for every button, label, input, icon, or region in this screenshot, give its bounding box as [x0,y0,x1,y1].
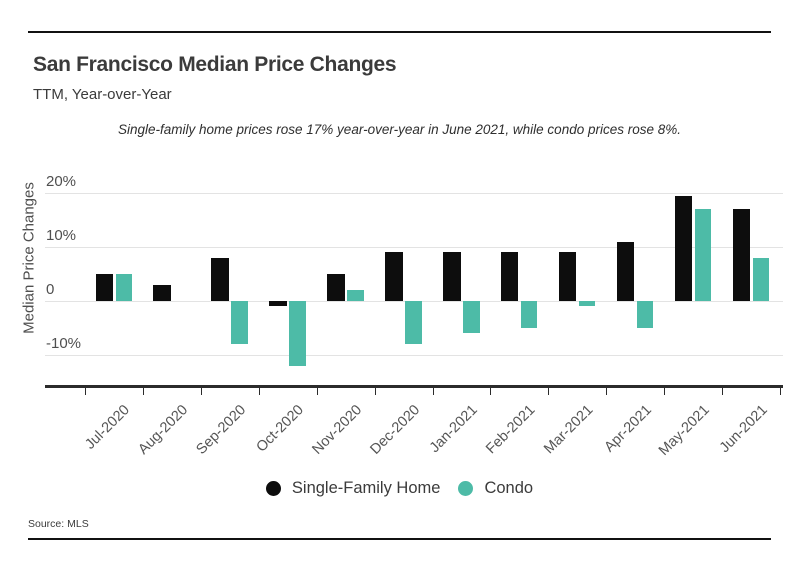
x-tick-label: Jan-2021 [409,401,481,456]
bar-condo [115,274,132,301]
bar-single-family-home [153,284,171,301]
bar-single-family-home [211,257,229,301]
x-tick [548,388,550,395]
bottom-divider [28,538,771,540]
single-family-home-swatch-icon [265,481,281,496]
bar-single-family-home [443,252,461,301]
condo-swatch-icon [458,481,474,496]
x-tick-label-text: Jun-2021 [716,402,771,457]
x-tick-label: Apr-2021 [584,401,654,455]
x-tick-label: Nov-2020 [291,401,365,458]
x-tick [374,388,376,395]
x-tick-label: Jun-2021 [699,401,770,456]
x-tick [432,388,434,395]
chart-subtitle: TTM, Year-over-Year [33,86,172,103]
x-tick-label: Mar-2021 [523,401,596,457]
legend-item-single-family-home: Single-Family Home [265,479,441,498]
gridline [45,355,783,356]
x-tick [606,388,608,395]
bar-single-family-home [385,252,403,301]
x-tick [490,388,492,395]
bar-condo [636,301,654,328]
bar-condo [405,301,422,345]
bar-condo [463,301,480,334]
y-tick-label: 20% [46,173,77,190]
x-tick [780,388,782,395]
x-tick-label: Jul-2020 [66,401,134,453]
x-tick-label: Aug-2020 [117,401,191,458]
bar-condo [694,209,712,301]
x-tick-label: Dec-2020 [349,401,423,458]
x-tick [85,388,86,395]
x-tick [200,388,202,395]
bar-single-family-home [269,301,287,307]
top-divider [28,31,771,33]
gridline [45,247,783,248]
bar-single-family-home [616,241,635,301]
x-tick [722,388,724,395]
bar-condo [578,301,596,307]
bar-single-family-home [558,252,577,301]
x-tick [142,388,144,395]
legend-item-condo: Condo [458,479,533,498]
legend-label: Single-Family Home [291,479,441,497]
x-axis-line [45,385,783,388]
bar-single-family-home [674,195,693,301]
x-tick-label: Sep-2020 [175,401,249,458]
bar-single-family-home [500,252,519,301]
bar-condo [752,257,770,301]
x-tick [316,388,318,395]
x-tick [258,388,260,395]
chart-annotation: Single-family home prices rose 17% year-… [117,122,682,137]
y-tick-label: 0 [46,281,55,298]
bar-single-family-home [95,274,113,301]
y-tick-label: -10% [46,335,82,352]
gridline [45,193,783,194]
bar-condo [289,301,306,366]
chart-title: San Francisco Median Price Changes [33,53,397,76]
bar-single-family-home [732,209,751,301]
x-tick-label: Oct-2020 [236,401,307,455]
x-tick-label: May-2021 [637,401,713,459]
x-tick-label: Feb-2021 [465,401,539,457]
y-tick-label: 10% [46,227,77,244]
y-axis-title: Median Price Changes [20,182,38,334]
bar-single-family-home [327,274,345,301]
bar-condo [347,290,364,301]
legend: Single-Family Home Condo [0,479,799,498]
legend-label: Condo [484,479,534,497]
x-tick [664,388,666,395]
source-note: Source: MLS [28,518,89,530]
bar-condo [520,301,538,328]
bar-condo [231,301,248,345]
